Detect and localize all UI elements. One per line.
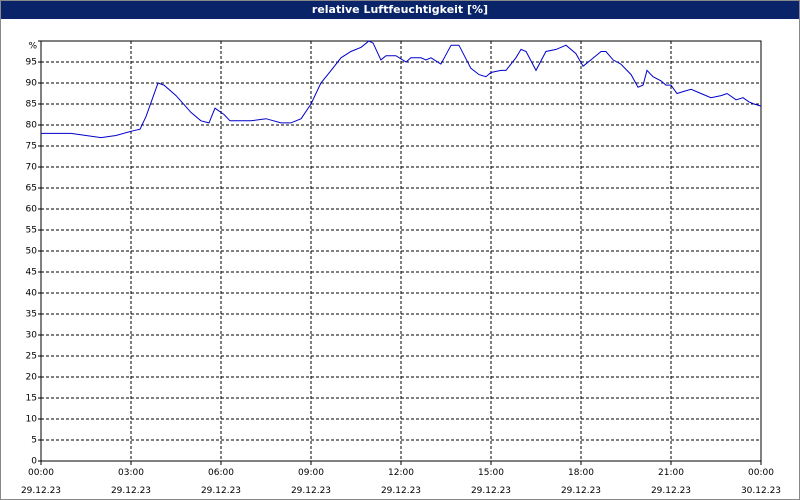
x-tick-label: 00:00	[28, 468, 54, 478]
y-tick-label: 5	[31, 436, 37, 446]
x-tick-date: 30.12.23	[741, 486, 781, 496]
x-tick-date: 29.12.23	[471, 486, 511, 496]
y-tick-label: 30	[26, 331, 38, 341]
y-tick-label: 55	[26, 226, 37, 236]
x-tick-date: 29.12.23	[561, 486, 601, 496]
y-tick-label: 50	[26, 247, 38, 257]
y-tick-label: 15	[26, 394, 37, 404]
x-tick-date: 29.12.23	[201, 486, 241, 496]
x-tick-label: 18:00	[568, 468, 594, 478]
data-line	[41, 40, 762, 139]
y-tick-label: 25	[26, 352, 37, 362]
y-tick-label: 85	[26, 100, 37, 110]
y-tick-label: 35	[26, 310, 37, 320]
x-tick-label: 09:00	[298, 468, 324, 478]
x-tick-date: 29.12.23	[381, 486, 421, 496]
chart: 0 5 10 15 20 25 30 35 40 45 50 55 60 65 70 75 80 85 90 95% 0…	[21, 40, 781, 496]
y-tick-label: 65	[26, 184, 37, 194]
x-tick-label: 15:00	[478, 468, 504, 478]
x-tick-date: 29.12.23	[291, 486, 331, 496]
y-tick-label: 40	[26, 289, 38, 299]
x-tick-label: 00:00	[748, 468, 774, 478]
y-tick-label: 60	[26, 205, 38, 215]
x-tick-label: 12:00	[388, 468, 414, 478]
y-tick-label: 90	[26, 79, 38, 89]
x-tick-date: 29.12.23	[651, 486, 691, 496]
y-tick-label: 0	[31, 457, 37, 467]
y-tick-label: 80	[26, 121, 38, 131]
y-tick-label: 75	[26, 142, 37, 152]
x-tick-label: 06:00	[208, 468, 234, 478]
y-tick-label: 10	[26, 415, 38, 425]
y-tick-label: 20	[26, 373, 38, 383]
x-tick-label: 21:00	[658, 468, 684, 478]
y-tick-label: 95	[26, 58, 37, 68]
x-tick-label: 03:00	[118, 468, 144, 478]
y-tick-label: 45	[26, 268, 37, 278]
x-tick-date: 29.12.23	[111, 486, 151, 496]
chart-title: relative Luftfeuchtigkeit [%]	[1, 1, 799, 19]
x-tick-date: 29.12.23	[21, 486, 61, 496]
y-tick-label: 70	[26, 163, 38, 173]
y-tick-label: %	[28, 42, 37, 52]
